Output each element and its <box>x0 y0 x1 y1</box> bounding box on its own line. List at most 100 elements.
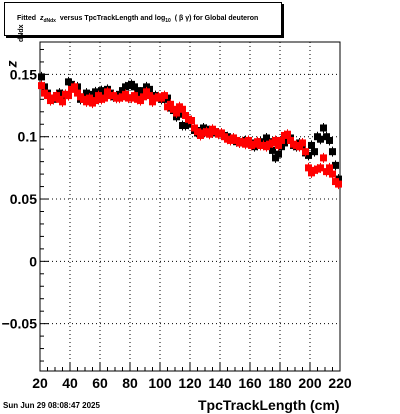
red-data-point <box>299 139 306 147</box>
red-data-point <box>122 90 129 98</box>
red-data-point <box>335 180 342 188</box>
red-data-point <box>296 143 303 151</box>
black-data-point <box>311 148 318 156</box>
black-data-point <box>326 136 333 144</box>
red-data-point <box>92 97 99 105</box>
red-data-point <box>182 112 189 120</box>
y-tick-label: 0.15 <box>10 66 37 82</box>
black-data-point <box>332 161 339 169</box>
title-box: Fitted zdNdx versus TpcTrackLength and l… <box>4 2 282 36</box>
x-tick-label: 40 <box>62 375 78 391</box>
black-data-point <box>308 141 315 149</box>
y-tick-label: 0 <box>29 253 37 269</box>
black-data-point <box>92 88 99 96</box>
red-data-point <box>173 109 180 117</box>
red-data-point <box>161 92 168 100</box>
y-axis-sub: dNdx <box>18 24 25 43</box>
x-tick-label: 220 <box>328 375 352 391</box>
black-data-point <box>329 148 336 156</box>
black-series <box>38 71 342 185</box>
red-data-point <box>320 154 327 162</box>
title-beta-gamma: ( β γ) <box>174 15 192 22</box>
red-data-point <box>86 94 93 102</box>
x-tick-label: 160 <box>238 375 262 391</box>
red-data-point <box>101 94 108 102</box>
red-data-point <box>53 92 60 100</box>
red-data-point <box>254 138 261 146</box>
title-log-sub: 10 <box>165 18 171 24</box>
black-data-point <box>320 124 327 132</box>
red-data-point <box>317 164 324 172</box>
red-data-point <box>74 89 81 97</box>
tick-labels: 20 40 60 80 100 120 140 160 180 200 220 −0.05 0 0.05 0… <box>2 66 352 391</box>
red-data-point <box>71 83 78 91</box>
black-data-point <box>305 151 312 159</box>
red-data-point <box>44 92 51 100</box>
red-data-point <box>65 92 72 100</box>
x-tick-label: 100 <box>148 375 172 391</box>
red-data-point <box>323 168 330 176</box>
axis-ticks <box>39 48 341 371</box>
red-data-point <box>188 117 195 125</box>
y-tick-label: 0.05 <box>10 191 37 207</box>
red-data-point <box>38 82 45 90</box>
red-data-point <box>302 148 309 156</box>
red-data-point <box>326 164 333 172</box>
title-z: z <box>39 15 44 22</box>
red-data-point <box>278 136 285 144</box>
x-tick-label: 200 <box>298 375 322 391</box>
x-tick-label: 80 <box>122 375 138 391</box>
black-data-point <box>317 135 324 143</box>
black-data-point <box>275 150 282 158</box>
red-data-point <box>149 98 156 106</box>
title-suffix: for Global deuteron <box>193 15 259 22</box>
red-data-point <box>146 92 153 100</box>
black-data-point <box>269 146 276 154</box>
x-tick-label: 140 <box>208 375 232 391</box>
black-data-point <box>38 73 45 81</box>
red-data-point <box>140 93 147 101</box>
red-data-point <box>170 105 177 113</box>
black-data-point <box>83 89 90 97</box>
y-tick-label: 0.1 <box>18 129 38 145</box>
black-data-point <box>263 134 270 142</box>
red-data-point <box>245 136 252 144</box>
red-data-point <box>287 136 294 144</box>
chart-title: Fitted zdNdx versus TpcTrackLength and l… <box>17 15 258 24</box>
x-tick-label: 180 <box>268 375 292 391</box>
red-data-point <box>143 88 150 96</box>
y-tick-label: −0.05 <box>2 316 38 332</box>
black-data-point <box>323 133 330 141</box>
red-data-point <box>167 100 174 108</box>
red-series <box>38 80 342 190</box>
title-prefix: Fitted <box>17 15 37 22</box>
title-z-sub: dNdx <box>43 18 56 24</box>
red-data-point <box>206 130 213 138</box>
title-mid: versus TpcTrackLength and log <box>59 15 166 22</box>
red-data-point <box>305 164 312 172</box>
grid-lines <box>40 42 340 371</box>
red-data-point <box>104 88 111 96</box>
red-data-point <box>131 92 138 100</box>
x-axis-title: TpcTrackLength (cm) <box>198 397 340 413</box>
red-data-point <box>95 92 102 100</box>
red-data-point <box>272 136 279 144</box>
red-data-point <box>191 124 198 132</box>
x-tick-label: 60 <box>92 375 108 391</box>
black-data-point <box>119 87 126 95</box>
red-data-point <box>275 141 282 149</box>
red-data-point <box>137 97 144 105</box>
x-tick-label: 120 <box>178 375 202 391</box>
red-data-point <box>59 98 66 106</box>
black-data-point <box>272 154 279 162</box>
red-data-point <box>179 105 186 113</box>
red-data-point <box>329 170 336 178</box>
red-data-point <box>218 129 225 137</box>
red-data-point <box>242 140 249 148</box>
x-tick-label: 20 <box>32 375 48 391</box>
timestamp: Sun Jun 29 08:08:47 2025 <box>3 401 100 410</box>
red-data-point <box>194 128 201 136</box>
red-data-point <box>284 130 291 138</box>
black-data-point <box>131 83 138 91</box>
